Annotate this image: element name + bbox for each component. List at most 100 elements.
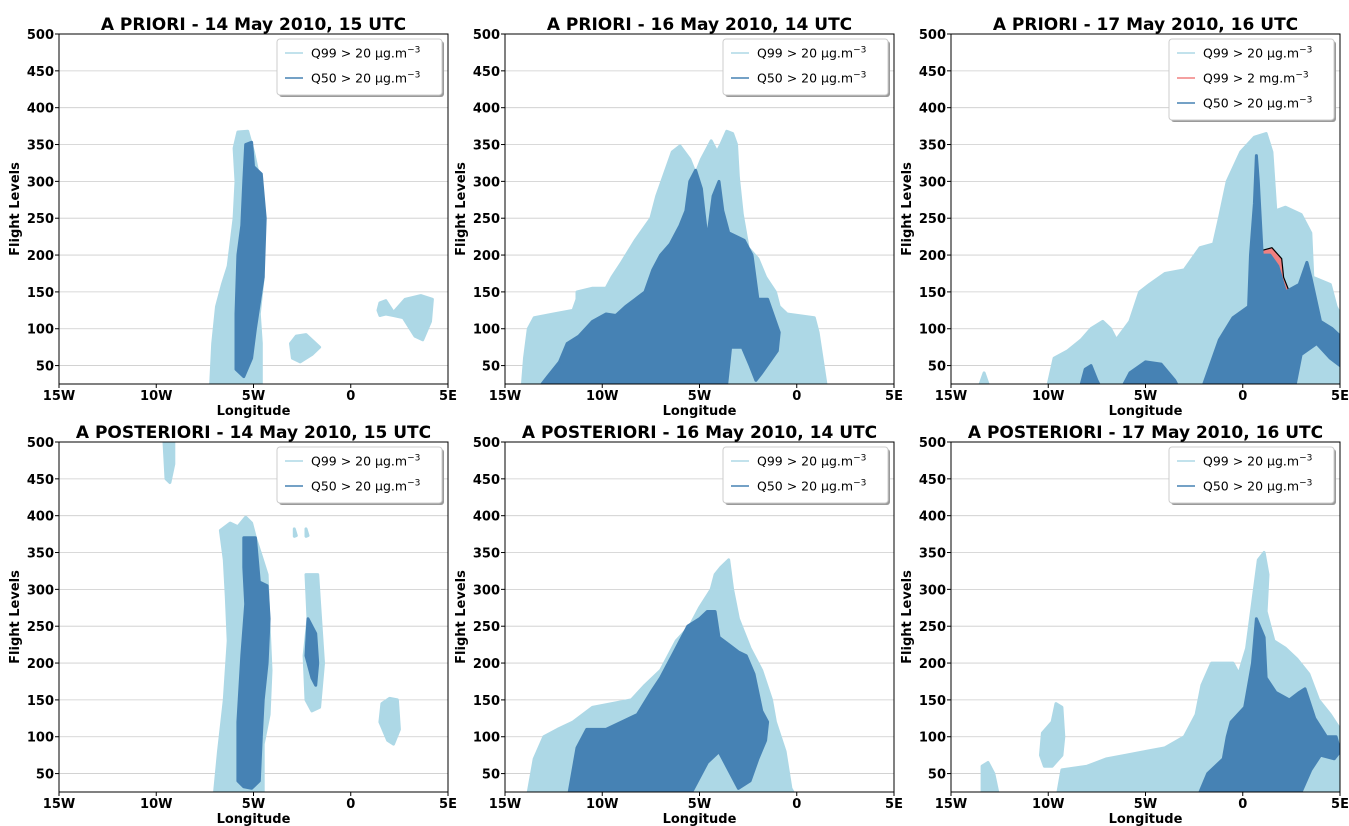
ytick-label: 500: [27, 28, 54, 43]
area-q50-20-g-m-region-2: [1079, 364, 1101, 384]
chart-panel-4: 50 100 150 200 250 300 350 400 450 500 15W 10W 5W 0 5E…: [8, 423, 457, 826]
legend: Q99 > 20 μg.m−3 Q50 > 20 μg.m−3: [276, 446, 444, 505]
xtick-label: 5E: [439, 797, 457, 812]
area-q99-20-g-m-region-4: [378, 696, 401, 746]
plot-area: [978, 132, 1340, 384]
xtick-label: 5E: [1331, 389, 1349, 404]
legend-entry-label: Q99 > 20 μg.m−3: [757, 46, 866, 61]
legend-box: [276, 446, 443, 504]
ytick-label: 500: [27, 436, 54, 451]
ytick-label: 350: [473, 139, 500, 154]
ytick-label: 250: [27, 620, 54, 635]
ytick-label: 450: [919, 473, 946, 488]
xtick-label: 5W: [242, 389, 265, 404]
ytick-label: 400: [919, 510, 946, 525]
chart-panel-2: 50 100 150 200 250 300 350 400 450 500 15W 10W 5W 0 5E…: [454, 15, 903, 419]
ytick-label: 400: [27, 102, 54, 117]
legend-entry-label: Q50 > 20 μg.m−3: [757, 479, 866, 494]
legend-entry-label: Q99 > 20 μg.m−3: [757, 454, 866, 469]
ytick-label: 150: [27, 694, 54, 709]
y-axis-label: Flight Levels: [8, 162, 23, 256]
area-q50-20-g-m-region-1: [1202, 154, 1340, 384]
legend-box: [722, 446, 889, 504]
ytick-label: 300: [919, 583, 946, 598]
area-q50-20-g-m-region-1: [567, 610, 770, 792]
xtick-label: 15W: [43, 389, 75, 404]
ytick-label: 50: [36, 768, 54, 783]
legend-entry-label: Q99 > 2 mg.m−3: [1203, 71, 1309, 86]
ytick-label: 200: [27, 657, 54, 672]
xtick-label: 0: [1238, 797, 1247, 812]
chart-panel-5: 50 100 150 200 250 300 350 400 450 500 15W 10W 5W 0 5E…: [454, 423, 903, 826]
legend-entry-label: Q99 > 20 μg.m−3: [311, 454, 420, 469]
area-q50-20-g-m-region-1: [540, 168, 781, 384]
xtick-label: 0: [346, 389, 355, 404]
xtick-label: 0: [792, 797, 801, 812]
ytick-label: 350: [27, 547, 54, 562]
ytick-label: 250: [473, 620, 500, 635]
ytick-label: 50: [482, 360, 500, 375]
ytick-label: 150: [919, 286, 946, 301]
x-axis-label: Longitude: [1109, 404, 1183, 419]
xtick-label: 0: [1238, 389, 1247, 404]
ytick-label: 500: [473, 436, 500, 451]
plot-area: [526, 558, 795, 792]
ytick-label: 150: [473, 286, 500, 301]
x-axis-label: Longitude: [663, 812, 737, 826]
ytick-label: 450: [27, 473, 54, 488]
plot-area: [521, 129, 828, 384]
chart-panel-3: 50 100 150 200 250 300 350 400 450 500 15W 10W 5W 0 5E…: [900, 15, 1349, 419]
legend-entry-label: Q50 > 20 μg.m−3: [757, 71, 866, 86]
legend-box: [1168, 446, 1335, 504]
legend-box: [1168, 38, 1335, 121]
chart-title: A POSTERIORI - 16 May 2010, 14 UTC: [522, 423, 877, 443]
y-axis-label: Flight Levels: [454, 162, 469, 256]
xtick-label: 5W: [242, 797, 265, 812]
ytick-label: 100: [473, 731, 500, 746]
legend: Q99 > 20 μg.m−3 Q50 > 20 μg.m−3: [1168, 446, 1336, 505]
ytick-label: 450: [473, 473, 500, 488]
legend-entry-label: Q99 > 20 μg.m−3: [1203, 46, 1312, 61]
legend-box: [276, 38, 443, 96]
area-q99-20-g-m-region-3: [980, 761, 1000, 792]
xtick-label: 10W: [586, 389, 618, 404]
y-axis-label: Flight Levels: [8, 570, 23, 664]
ytick-label: 200: [27, 249, 54, 264]
legend: Q99 > 20 μg.m−3 Q50 > 20 μg.m−3: [276, 38, 444, 97]
plot-area: [980, 551, 1340, 792]
ytick-label: 300: [27, 583, 54, 598]
ytick-label: 450: [919, 65, 946, 80]
y-axis-label: Flight Levels: [900, 162, 915, 256]
legend: Q99 > 20 μg.m−3 Q50 > 20 μg.m−3: [722, 38, 890, 97]
legend-entry-label: Q99 > 20 μg.m−3: [1203, 454, 1312, 469]
area-q50-20-g-m-region-1: [1198, 617, 1340, 792]
ytick-label: 100: [27, 323, 54, 338]
legend-entry-label: Q50 > 20 μg.m−3: [1203, 96, 1312, 111]
area-q99-20-g-m-region-5: [292, 527, 298, 538]
ytick-label: 150: [919, 694, 946, 709]
ytick-label: 250: [473, 212, 500, 227]
ytick-label: 350: [919, 139, 946, 154]
ytick-label: 300: [919, 175, 946, 190]
area-q99-20-g-m-region-2: [1039, 702, 1066, 768]
xtick-label: 15W: [43, 797, 75, 812]
xtick-label: 0: [792, 389, 801, 404]
ytick-label: 100: [27, 731, 54, 746]
legend-entry-label: Q50 > 20 μg.m−3: [311, 479, 420, 494]
ytick-label: 500: [473, 28, 500, 43]
area-q50-20-g-m-region-2: [304, 617, 320, 687]
xtick-label: 10W: [140, 797, 172, 812]
xtick-label: 10W: [1032, 797, 1064, 812]
chart-panel-6: 50 100 150 200 250 300 350 400 450 500 15W 10W 5W 0 5E…: [900, 423, 1349, 826]
ytick-label: 100: [919, 731, 946, 746]
ytick-label: 350: [27, 139, 54, 154]
xtick-label: 5E: [1331, 797, 1349, 812]
ytick-label: 100: [473, 323, 500, 338]
y-axis-label: Flight Levels: [454, 570, 469, 664]
ytick-label: 300: [473, 583, 500, 598]
x-axis-label: Longitude: [217, 812, 291, 826]
xtick-label: 5E: [885, 797, 903, 812]
legend: Q99 > 20 μg.m−3 Q50 > 20 μg.m−3: [722, 446, 890, 505]
xtick-label: 15W: [489, 389, 521, 404]
